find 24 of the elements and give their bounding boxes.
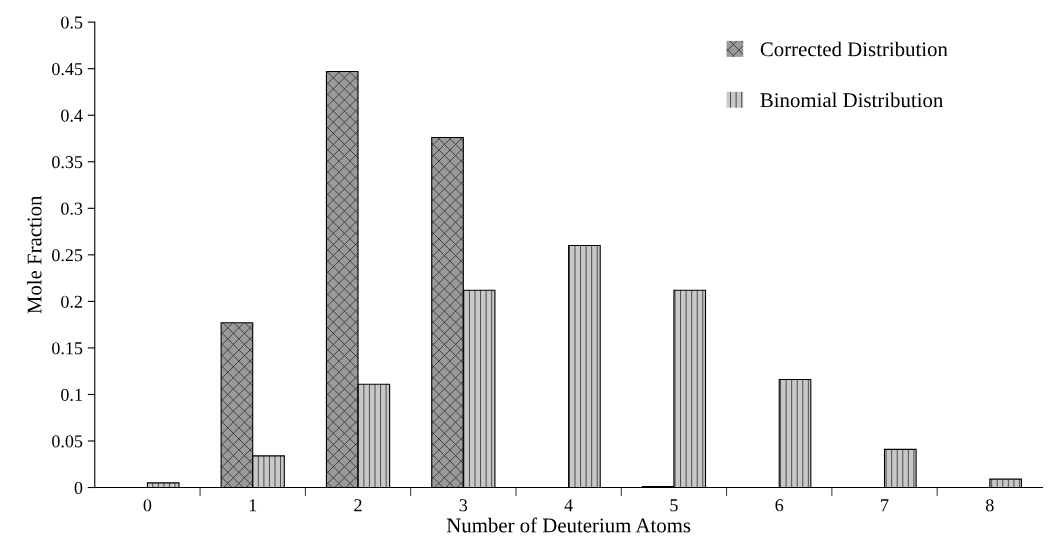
y-axis-title: Mole Fraction — [26, 195, 42, 314]
x-tick-label: 6 — [775, 499, 784, 512]
y-tick-label: 0.4 — [61, 109, 83, 122]
y-tick-label: 0.3 — [61, 202, 83, 215]
y-tick-label: 0.25 — [52, 249, 83, 262]
y-tick-label: 0.5 — [61, 16, 83, 29]
x-axis-title: Number of Deuterium Atoms — [446, 517, 691, 533]
legend-label: Corrected Distribution — [760, 41, 948, 57]
x-tick-label: 3 — [459, 499, 468, 512]
x-tick-label: 0 — [143, 499, 152, 512]
x-tick-label: 7 — [881, 499, 889, 512]
y-tick-label: 0 — [74, 481, 83, 494]
x-tick-label: 1 — [249, 499, 257, 512]
legend-label: Binomial Distribution — [760, 92, 943, 108]
y-tick-label: 0.35 — [52, 156, 83, 169]
y-tick-label: 0.05 — [52, 435, 83, 448]
y-tick-label: 0.45 — [52, 62, 83, 76]
x-tick-label: 2 — [354, 499, 362, 512]
x-tick-label: 8 — [985, 499, 994, 512]
y-tick-label: 0.1 — [61, 388, 82, 401]
y-tick-label: 0.15 — [52, 342, 83, 355]
x-tick-label: 4 — [564, 499, 573, 512]
y-tick-label: 0.2 — [61, 295, 82, 308]
x-tick-label: 5 — [670, 499, 678, 512]
